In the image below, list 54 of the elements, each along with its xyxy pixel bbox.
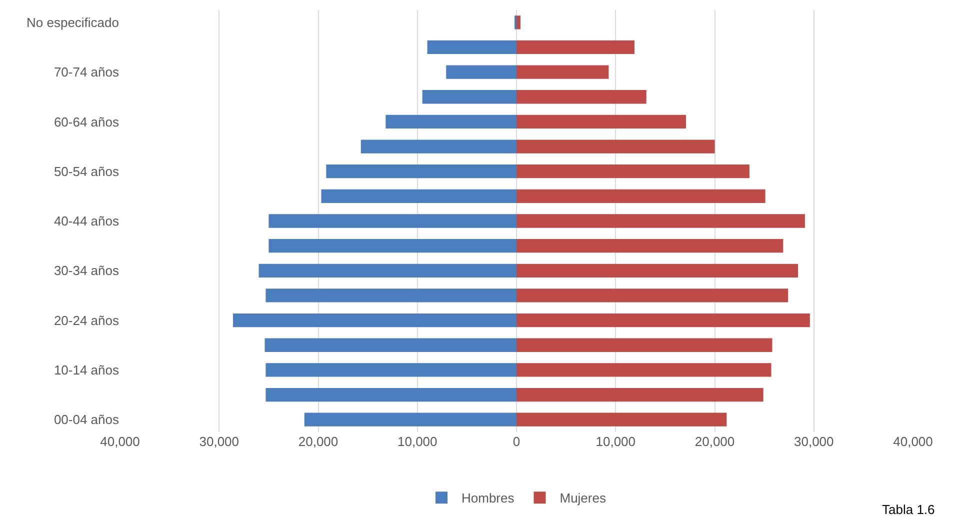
bar [516,189,766,203]
x-tick-label: 20,000 [298,434,338,449]
bar [516,239,784,253]
bar [446,65,516,79]
legend-label: Hombres [462,490,515,506]
bar [266,288,516,302]
bar [266,388,516,402]
y-tick-label: No especificado [26,14,119,30]
x-tick-label: 0 [512,434,520,449]
bar [427,40,516,54]
bar [516,338,772,352]
bar [516,264,798,278]
y-tick-label: 50-54 años [54,164,120,179]
legend-label: Mujeres [560,490,606,506]
bar [516,164,750,178]
bar [516,363,772,377]
y-tick-label: 10-14 años [54,362,120,378]
y-tick-label: 00-04 años [54,412,120,428]
y-tick-label: 30-34 años [54,263,120,278]
bar [268,239,516,253]
x-tick-label: 20,000 [694,434,735,449]
bar [422,90,516,104]
y-tick-label: 40-44 años [54,214,120,229]
text: Tabla 1.6 [882,502,935,517]
bar [516,40,634,54]
bar [321,189,516,203]
bar [266,363,516,377]
bar [258,264,516,278]
bar [516,114,686,129]
bar [516,313,810,328]
bar [264,338,516,352]
bar [516,140,715,154]
bar [516,214,805,228]
bar [233,313,516,328]
y-tick-label: 60-64 años [54,114,120,130]
bar [360,140,516,154]
bar [386,114,516,129]
x-tick-label: 40,000 [100,434,140,449]
bar [516,90,646,104]
bar [516,65,609,79]
x-tick-label: 30,000 [794,434,834,449]
x-tick-label: 30,000 [199,434,240,449]
bar [516,16,520,30]
bar [268,214,516,228]
bar [516,412,727,426]
y-tick-label: 20-24 años [54,312,120,328]
bar [516,288,788,302]
bar [304,412,516,426]
y-tick-label: 70-74 años [54,64,120,80]
x-tick-label: 40,000 [893,434,933,449]
bar [326,164,516,178]
x-tick-label: 10,000 [596,434,636,449]
bar [516,388,764,402]
x-tick-label: 10,000 [397,434,438,449]
